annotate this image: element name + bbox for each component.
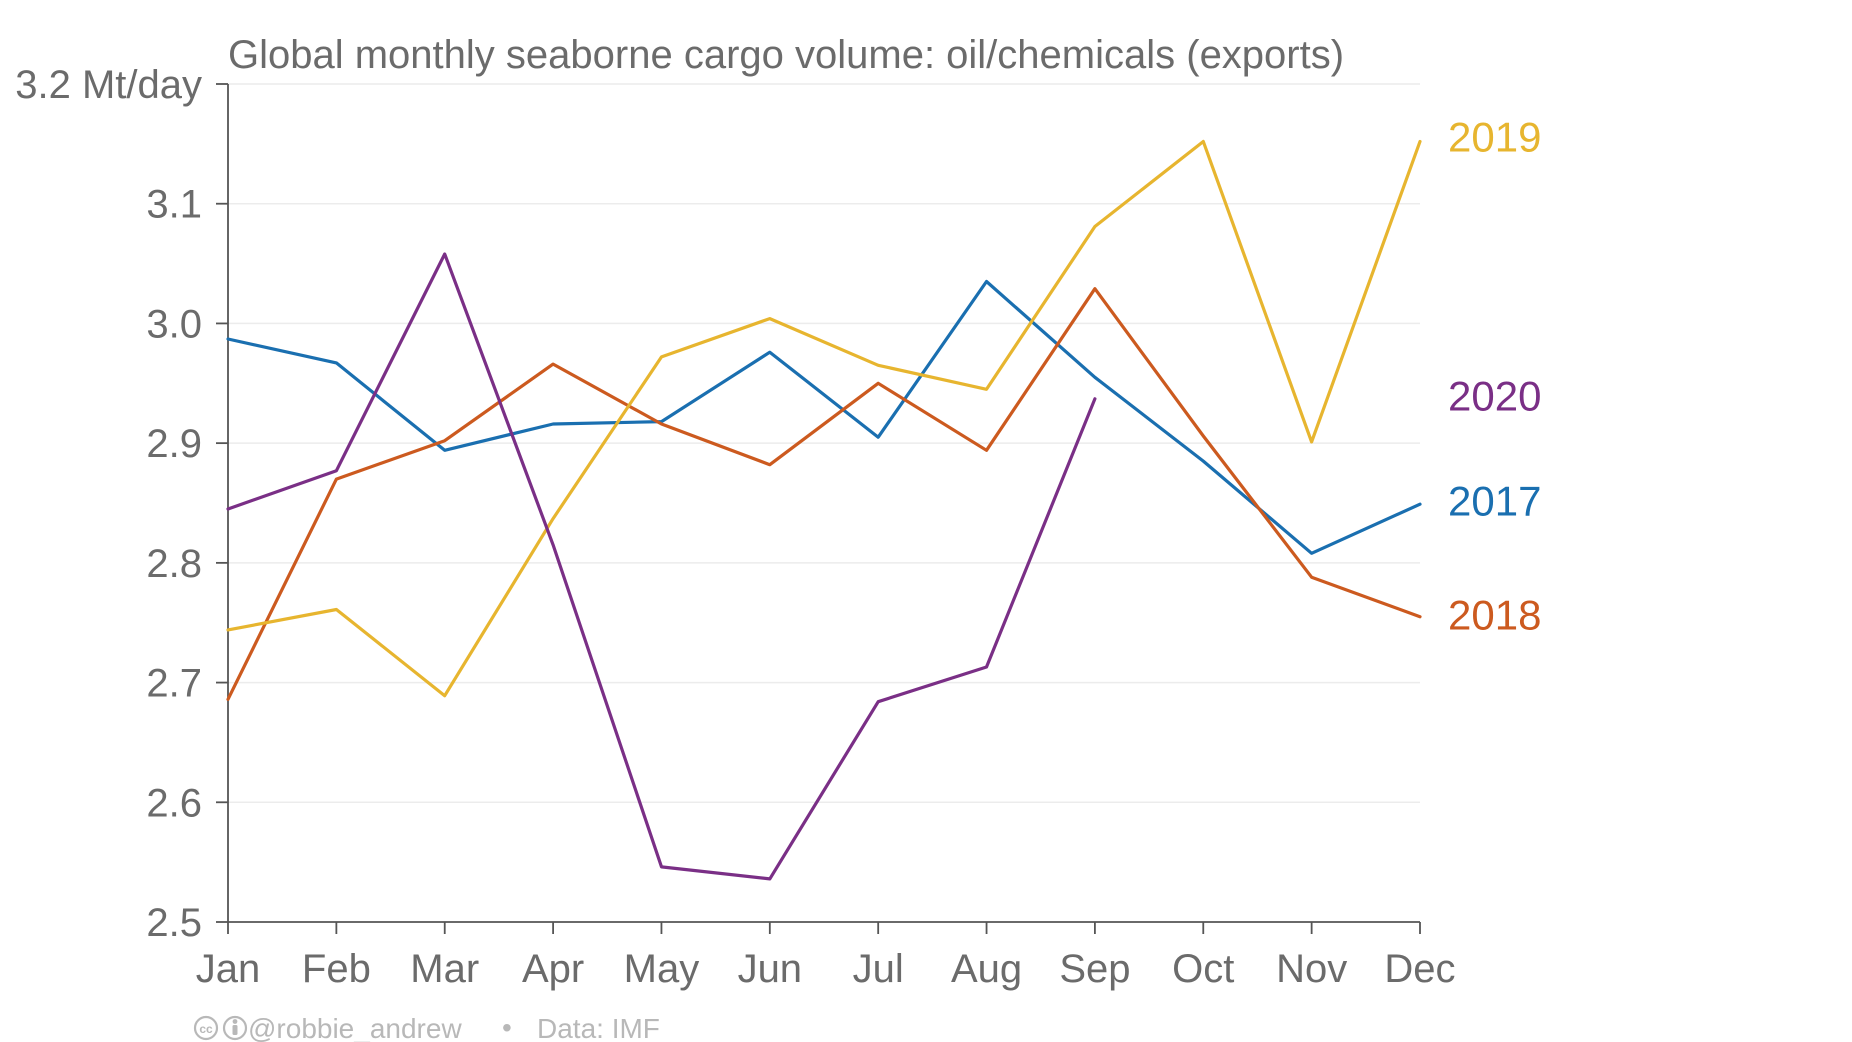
y-tick-label: 2.8 — [146, 542, 202, 586]
y-tick-label: 2.7 — [146, 662, 202, 706]
x-tick-label: Jun — [738, 947, 803, 991]
series-line-2017 — [226, 279, 1422, 555]
gridlines — [228, 83, 1420, 804]
credit-line: cc @robbie_andrew • Data: IMF — [193, 1012, 660, 1042]
y-tick-label: 3.0 — [146, 302, 202, 346]
x-tick-label: Feb — [302, 947, 371, 991]
series-lines — [226, 139, 1422, 881]
series-label-2017: 2017 — [1448, 478, 1541, 525]
series-label-2018: 2018 — [1448, 591, 1541, 638]
y-tick-label: 2.9 — [146, 422, 202, 466]
credit-source: Data: IMF — [537, 1013, 660, 1042]
x-tick-label: Jul — [853, 947, 904, 991]
cc-by-icon: cc — [193, 1015, 248, 1041]
axes: 2.5 2.6 2.7 2.8 2.9 3.0 3.1 3.2 Mt/day Jan Feb Mar… — [15, 63, 1455, 991]
series-label-2019: 2019 — [1448, 114, 1541, 161]
x-tick-label: Dec — [1384, 947, 1455, 991]
credit-separator: • — [502, 1012, 512, 1042]
series-line-2020 — [226, 252, 1097, 881]
y-tick-label: 3.2 Mt/day — [15, 63, 202, 107]
y-tick-label: 3.1 — [146, 183, 202, 227]
x-tick-label: Mar — [410, 947, 479, 991]
x-tick-label: May — [624, 947, 700, 991]
x-tick-label: Oct — [1172, 947, 1234, 991]
series-label-2020: 2020 — [1448, 372, 1541, 419]
series-line-2018 — [226, 287, 1422, 701]
chart-title: Global monthly seaborne cargo volume: oi… — [228, 33, 1344, 77]
y-tick-label: 2.6 — [146, 781, 202, 825]
x-tick-label: Aug — [951, 947, 1022, 991]
credit-author: @robbie_andrew — [248, 1013, 462, 1042]
x-tick-label: Apr — [522, 947, 584, 991]
series-labels: 2017 2018 2019 2020 — [1448, 114, 1541, 639]
x-tick-label: Jan — [196, 947, 261, 991]
x-tick-label: Nov — [1276, 947, 1347, 991]
series-line-2019 — [226, 139, 1422, 698]
x-tick-label: Sep — [1059, 947, 1130, 991]
svg-text:cc: cc — [199, 1022, 213, 1036]
y-tick-label: 2.5 — [146, 901, 202, 945]
